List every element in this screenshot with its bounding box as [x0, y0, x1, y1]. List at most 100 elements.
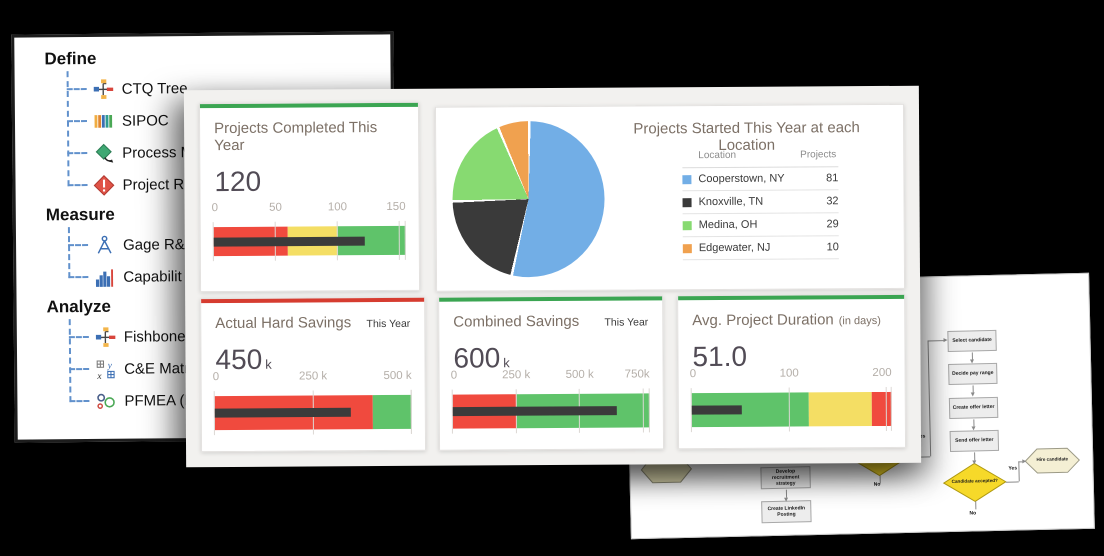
tree-section-items: CTQ Tree SIPOC Process M Project R [66, 70, 392, 201]
tree-item-label: Project R [122, 175, 185, 194]
card-unit-label: (in days) [838, 314, 881, 328]
axis-tick-label: 0 [689, 368, 697, 381]
tree-item-label: C&E Matr [124, 359, 190, 378]
flow-box-label: Decide pay range [952, 370, 994, 378]
card-accent-stripe [199, 102, 418, 109]
flow-arrowhead [783, 497, 788, 502]
flow-connector-line [927, 339, 944, 341]
flow-hexagon-hire-candidate[interactable] [1024, 447, 1080, 474]
flow-box-label: Select candidate [952, 337, 992, 345]
legend-swatch [682, 197, 692, 207]
svg-text:y: y [107, 361, 113, 371]
axis-tick-label: 0 [450, 369, 458, 382]
flow-connector-line [974, 501, 976, 510]
bullet-band [212, 220, 406, 262]
bullet-chart-combined-savings: 0 250 k 500 k 750k [450, 368, 650, 434]
axis-tick-label: 500 k [565, 368, 594, 381]
legend-location-label: Edgewater, NJ [698, 241, 771, 255]
tree-item-label: SIPOC [121, 111, 169, 130]
flow-connector-line [972, 385, 974, 393]
legend-row: Cooperstown, NY 81 [682, 167, 839, 192]
tree-connector [69, 368, 90, 371]
bullet-zone-red [872, 391, 892, 427]
dashboard-panel: Projects Completed This Year 120 0 50 100 1… [183, 85, 922, 468]
process-map-icon [95, 143, 114, 163]
sipoc-icon [94, 114, 113, 128]
flow-connector-line [785, 489, 787, 498]
flow-box-create-linkedin-posting[interactable]: Create LinkedIn Posting [761, 500, 812, 524]
project-risk-icon [93, 174, 115, 196]
tree-item-pfmea-p[interactable]: PFMEA (P [69, 382, 393, 417]
pie-legend: Location Projects Cooperstown, NY 81 Knoxv… [682, 149, 839, 261]
tree-item-sipoc[interactable]: SIPOC [66, 102, 391, 137]
axis-tick-label: 250 k [502, 369, 531, 382]
axis-tick-label: 150 [386, 200, 406, 214]
kpi-value: 120 [214, 165, 262, 198]
flow-box-label: Develop recruitment strategy [771, 468, 800, 488]
flow-connector-line [1005, 480, 1019, 483]
flow-connector-line [1017, 461, 1020, 482]
legend-swatch [682, 243, 692, 253]
tree-item-project-r[interactable]: Project R [67, 166, 391, 201]
tree-item-ctq-tree[interactable]: CTQ Tree [66, 70, 391, 105]
legend-header: Location Projects [682, 149, 839, 169]
flow-shape-label: Hire candidate [1036, 456, 1069, 463]
card-actual-hard-savings: Actual Hard Savings This Year 450 k 0 250 … [200, 296, 427, 453]
flow-arrowhead [1022, 458, 1027, 463]
gage-rr-icon [97, 235, 112, 254]
flow-arrowhead [943, 337, 948, 342]
legend-header-location: Location [698, 149, 737, 162]
tree-item-c-e-matr[interactable]: y x C&E Matr [69, 350, 393, 385]
card-combined-savings: Combined Savings This Year 600 k 0 250 k 50… [438, 295, 665, 451]
tree-connector [67, 184, 88, 187]
legend-project-count: 32 [826, 195, 839, 208]
flow-branch-label-yes: Yes [1008, 465, 1018, 472]
bullet-chart-projects-completed: 0 50 100 150 [212, 200, 406, 262]
bullet-tick-line [890, 386, 892, 431]
tree-item-gage-r-r[interactable]: Gage R&R [68, 226, 392, 261]
tree-item-label: Capabilit [123, 267, 182, 286]
tree-section-header-define: Define [44, 48, 97, 69]
flow-box-select-candidate[interactable]: Select candidate [947, 329, 997, 352]
tree-item-capabilit[interactable]: Capabilit [68, 258, 392, 293]
tree-item-fishbone[interactable]: Fishbone [68, 318, 393, 353]
card-period-label: This Year [366, 317, 411, 331]
legend-location-label: Knoxville, TN [698, 195, 764, 209]
bullet-tick-line [410, 389, 412, 434]
flow-box-label: Create offer letter [952, 404, 995, 412]
flow-arrowhead [970, 426, 976, 431]
flow-shape-label: Candidate accepted? [951, 477, 998, 484]
axis-tick-label: 200 [872, 366, 892, 380]
flow-box-label: Send offer letter [955, 437, 994, 445]
axis-tick-label: 500 k [383, 369, 412, 383]
flow-arrowhead [969, 359, 974, 364]
pie-chart [452, 120, 606, 278]
bullet-band [690, 386, 892, 433]
tree-connector [66, 88, 87, 91]
bullet-tick-line [648, 388, 650, 433]
flow-arrowhead [970, 392, 975, 397]
flow-connector-line [972, 419, 974, 427]
bullet-measure-bar [691, 405, 742, 415]
tree-section-items: Gage R&R Capabilit [68, 226, 393, 293]
axis-tick-label: 50 [269, 201, 282, 214]
tree-connector [68, 276, 89, 279]
legend-project-count: 29 [826, 218, 839, 231]
flow-box-decide-pay-range[interactable]: Decide pay range [948, 362, 998, 385]
flow-box-develop-recruitment-strategy[interactable]: Develop recruitment strategy [760, 466, 811, 490]
legend-header-projects: Projects [800, 149, 837, 161]
flow-branch-label-no: No [969, 510, 977, 517]
tree-connector [68, 336, 89, 339]
flow-box-label: Create LinkedIn Posting [767, 505, 806, 518]
tree-connector [69, 400, 90, 403]
flow-arrowhead [971, 460, 976, 465]
card-title: Avg. Project Duration [692, 311, 834, 330]
flow-box-create-offer-letter[interactable]: Create offer letter [948, 396, 999, 419]
bullet-chart-avg-project-duration: 0 100 200 [689, 366, 892, 433]
tree-item-process-m[interactable]: Process M [67, 134, 391, 169]
bullet-axis-labels: 0 250 k 500 k 750k [450, 368, 650, 385]
fishbone-icon [95, 326, 116, 347]
tree-section-items: Fishbone y x C&E Matr PFMEA (P [68, 318, 394, 417]
bullet-zone-yellow [808, 392, 873, 427]
flow-box-send-offer-letter[interactable]: Send offer letter [949, 429, 1000, 452]
